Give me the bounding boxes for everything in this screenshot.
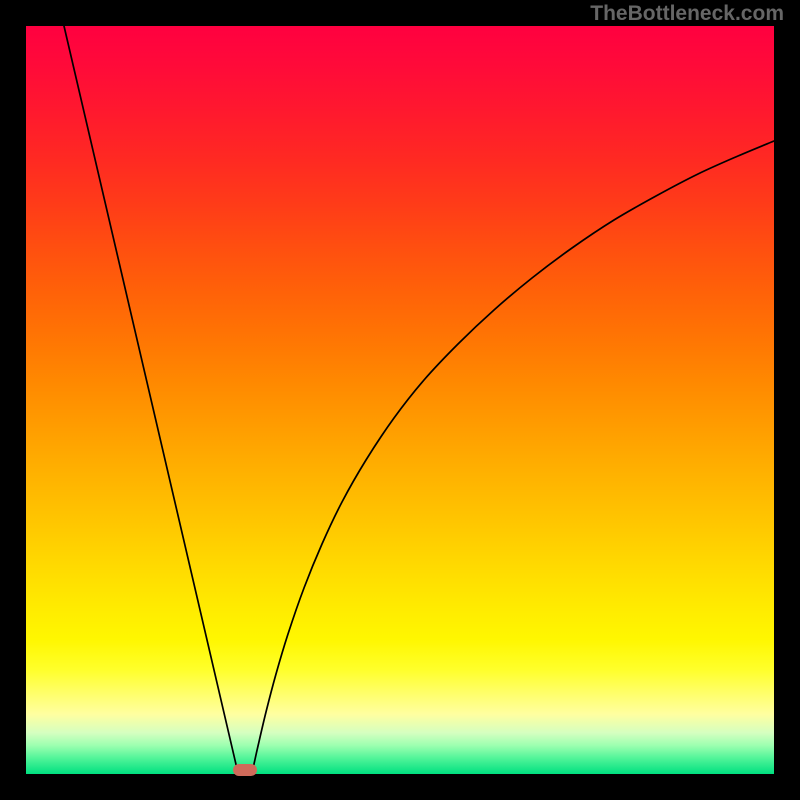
chart-container: TheBottleneck.com: [0, 0, 800, 800]
plot-area: [26, 26, 774, 774]
bottleneck-curve: [26, 26, 774, 774]
optimal-point-marker: [233, 764, 257, 776]
watermark-text: TheBottleneck.com: [590, 2, 784, 26]
